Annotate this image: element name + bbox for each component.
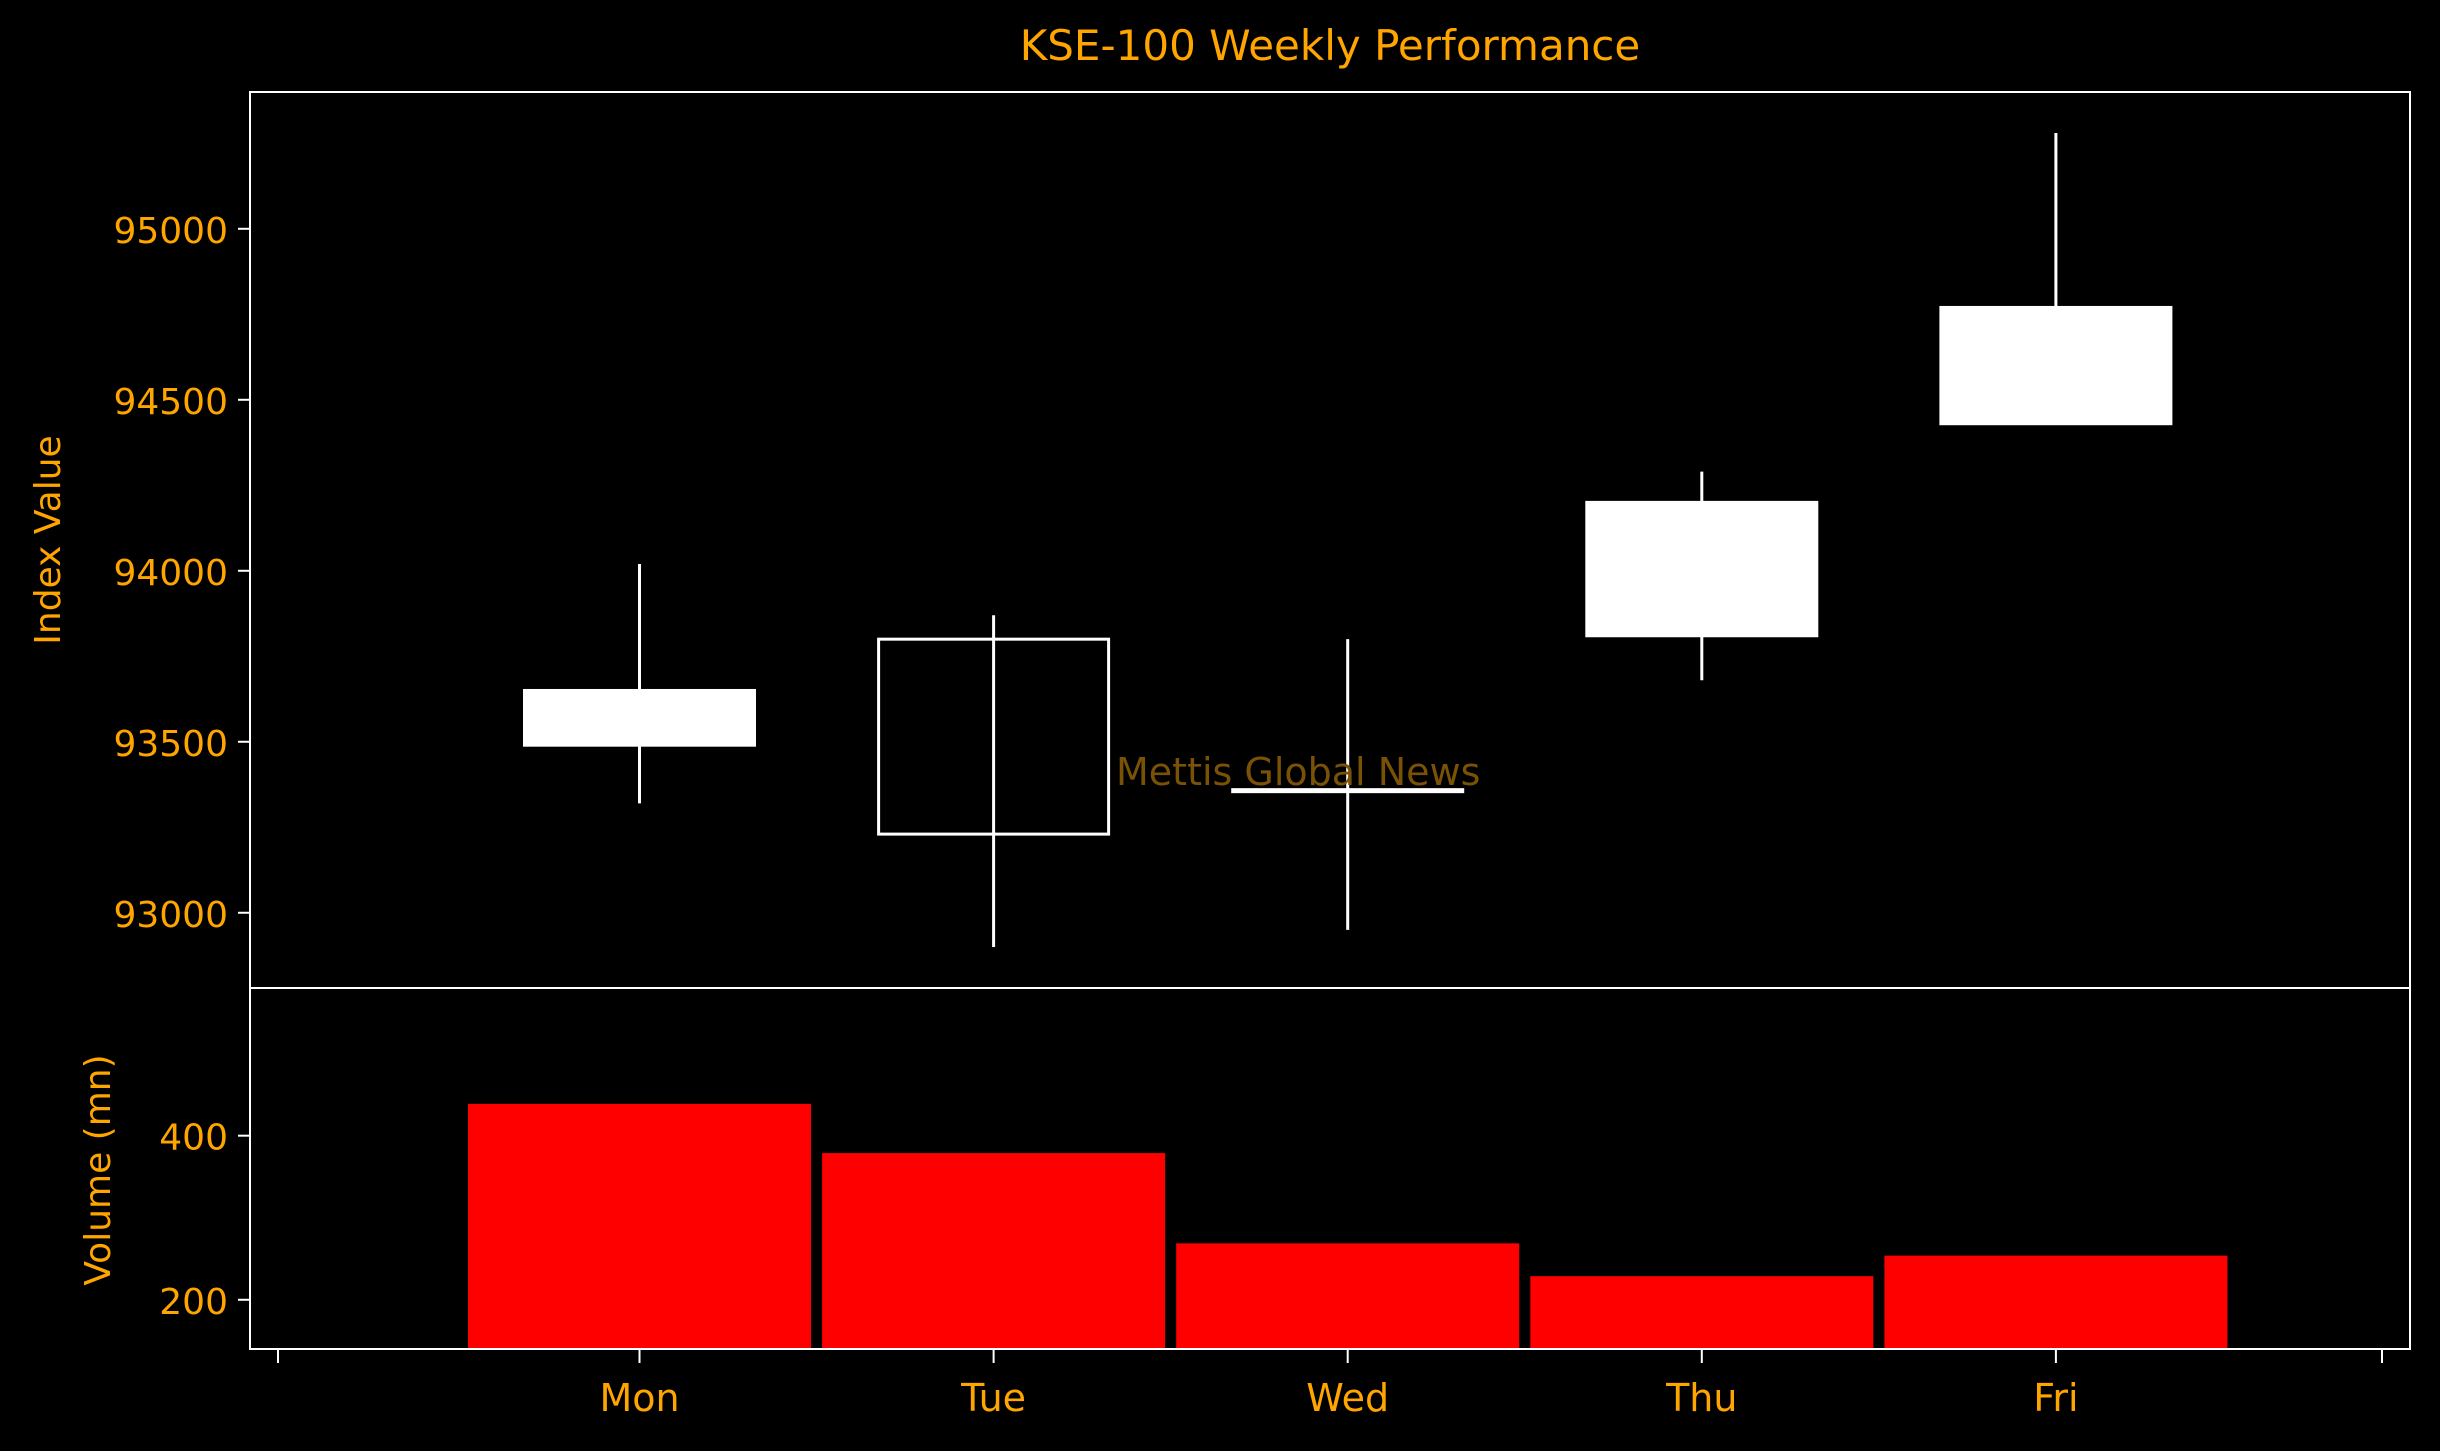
x-tick-label-mon: Mon	[599, 1376, 679, 1420]
volume-tick-label: 400	[159, 1118, 228, 1159]
price-tick-label: 95000	[113, 211, 228, 252]
x-tick-label-wed: Wed	[1306, 1376, 1389, 1420]
volume-axis-label: Volume (mn)	[78, 1054, 119, 1285]
volume-bar-tue	[820, 1151, 1168, 1351]
chart-title: KSE-100 Weekly Performance	[1020, 21, 1641, 70]
candle-body-wed	[1231, 788, 1465, 794]
x-axis: Mon Tue Wed Thu Fri	[277, 1349, 2383, 1420]
price-axis-label: Index Value	[28, 435, 69, 644]
volume-bar-mon	[466, 1101, 814, 1351]
x-tick-label-thu: Thu	[1665, 1376, 1737, 1420]
candle-body-thu	[1585, 500, 1819, 638]
price-tick-label: 93000	[113, 895, 228, 936]
price-tick-label: 94500	[113, 382, 228, 423]
candle-body-tue	[877, 637, 1111, 836]
price-tick-label: 94000	[113, 553, 228, 594]
price-panel: 93000 93500 94000 94500 95000	[113, 91, 2411, 989]
volume-bar-wed	[1174, 1241, 1522, 1351]
candle-body-mon	[523, 688, 757, 747]
volume-tick-label: 200	[159, 1282, 228, 1323]
price-tick-label: 93500	[113, 724, 228, 765]
x-tick-label-fri: Fri	[2033, 1376, 2078, 1420]
watermark: Mettis Global News	[1116, 750, 1480, 794]
volume-bar-fri	[1882, 1253, 2230, 1350]
volume-panel: 200 400	[159, 987, 2411, 1351]
volume-bar-thu	[1528, 1274, 1876, 1350]
x-tick-label-tue: Tue	[960, 1376, 1026, 1420]
volume-panel-frame	[249, 987, 2411, 1350]
candle-body-fri	[1939, 305, 2173, 426]
